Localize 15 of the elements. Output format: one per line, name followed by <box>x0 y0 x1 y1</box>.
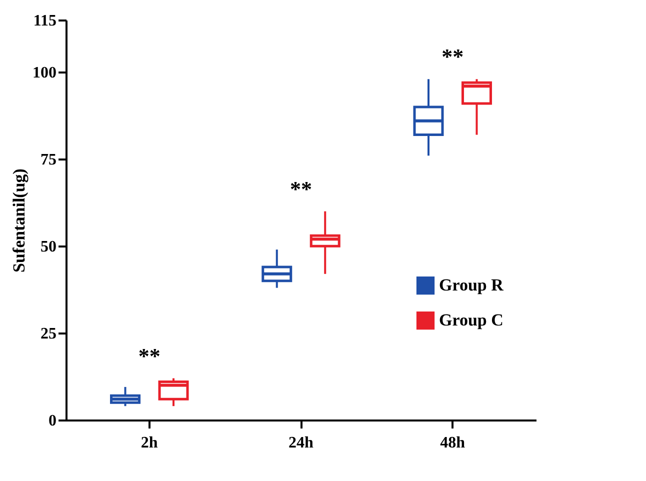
legend-label: Group C <box>439 310 504 330</box>
y-tick-label: 100 <box>32 64 56 82</box>
annotation: ** <box>290 176 312 202</box>
annotation: ** <box>138 343 160 368</box>
y-tick-label: 75 <box>40 152 56 169</box>
x-tick-label: 24h <box>288 434 314 452</box>
y-axis-title: Sufentanil(ug) <box>10 168 28 272</box>
y-tick-label: 0 <box>48 412 56 430</box>
y-tick-label: 115 <box>33 12 56 30</box>
annotation: ** <box>442 44 464 70</box>
x-tick-label: 2h <box>140 434 158 452</box>
legend-label: Group R <box>439 276 504 294</box>
y-tick-label: 50 <box>40 238 56 256</box>
x-tick-label: 48h <box>440 434 466 452</box>
y-tick-label: 25 <box>40 326 56 343</box>
